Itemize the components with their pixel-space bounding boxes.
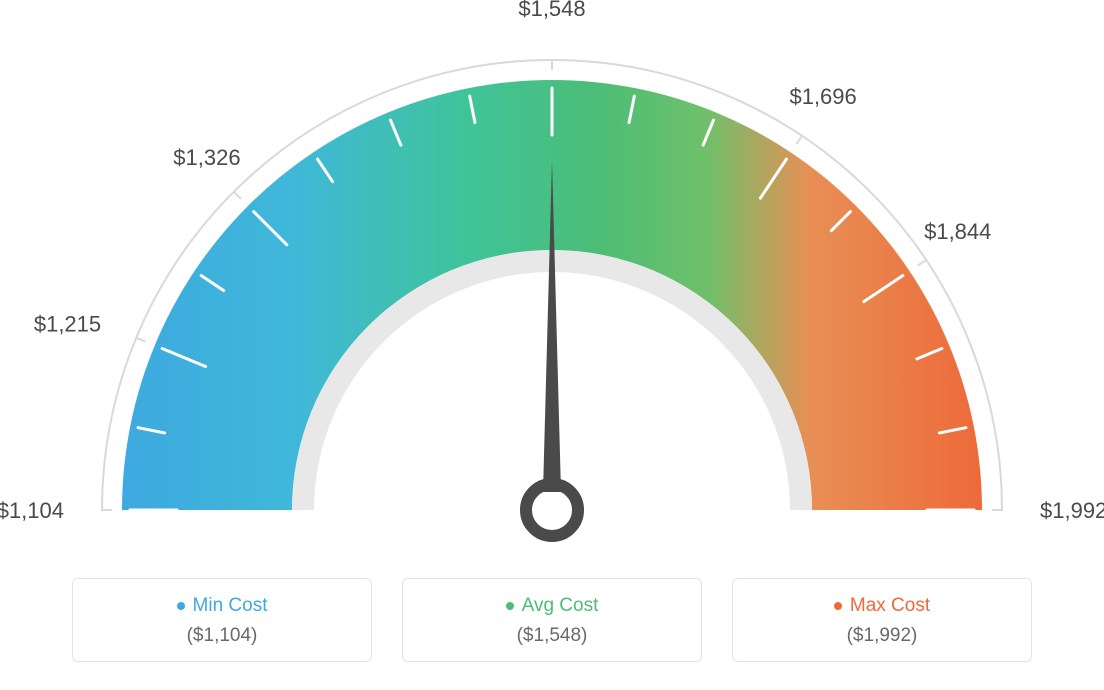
gauge-tick-label: $1,104: [0, 498, 64, 523]
legend-title-min-text: Min Cost: [193, 595, 268, 617]
gauge-tick-label: $1,215: [34, 311, 101, 336]
legend-dot-max: [834, 602, 842, 610]
gauge-tick-label: $1,992: [1040, 498, 1104, 523]
legend-card-max: Max Cost ($1,992): [732, 578, 1032, 662]
legend-title-avg: Avg Cost: [506, 595, 599, 617]
legend-dot-min: [177, 602, 185, 610]
legend-row: Min Cost ($1,104) Avg Cost ($1,548) Max …: [0, 578, 1104, 662]
legend-value-max: ($1,992): [733, 625, 1031, 647]
legend-dot-avg: [506, 602, 514, 610]
gauge-svg: $1,104 $1,215 $1,326 $1,548 $1,696 $1,844 $1,9…: [0, 0, 1104, 560]
legend-title-max-text: Max Cost: [850, 595, 930, 617]
legend-title-min: Min Cost: [177, 595, 268, 617]
gauge-area: $1,104 $1,215 $1,326 $1,548 $1,696 $1,844 $1,9…: [0, 0, 1104, 560]
cost-gauge-chart: $1,104 $1,215 $1,326 $1,548 $1,696 $1,844 $1,9…: [0, 0, 1104, 690]
legend-card-avg: Avg Cost ($1,548): [402, 578, 702, 662]
gauge-tick-label: $1,326: [173, 145, 240, 170]
legend-card-min: Min Cost ($1,104): [72, 578, 372, 662]
legend-value-min: ($1,104): [73, 625, 371, 647]
gauge-tick-label: $1,696: [789, 84, 856, 109]
legend-title-max: Max Cost: [834, 595, 930, 617]
legend-value-avg: ($1,548): [403, 625, 701, 647]
gauge-tick-label: $1,548: [518, 0, 585, 21]
legend-title-avg-text: Avg Cost: [522, 595, 599, 617]
gauge-tick-label: $1,844: [924, 219, 991, 244]
